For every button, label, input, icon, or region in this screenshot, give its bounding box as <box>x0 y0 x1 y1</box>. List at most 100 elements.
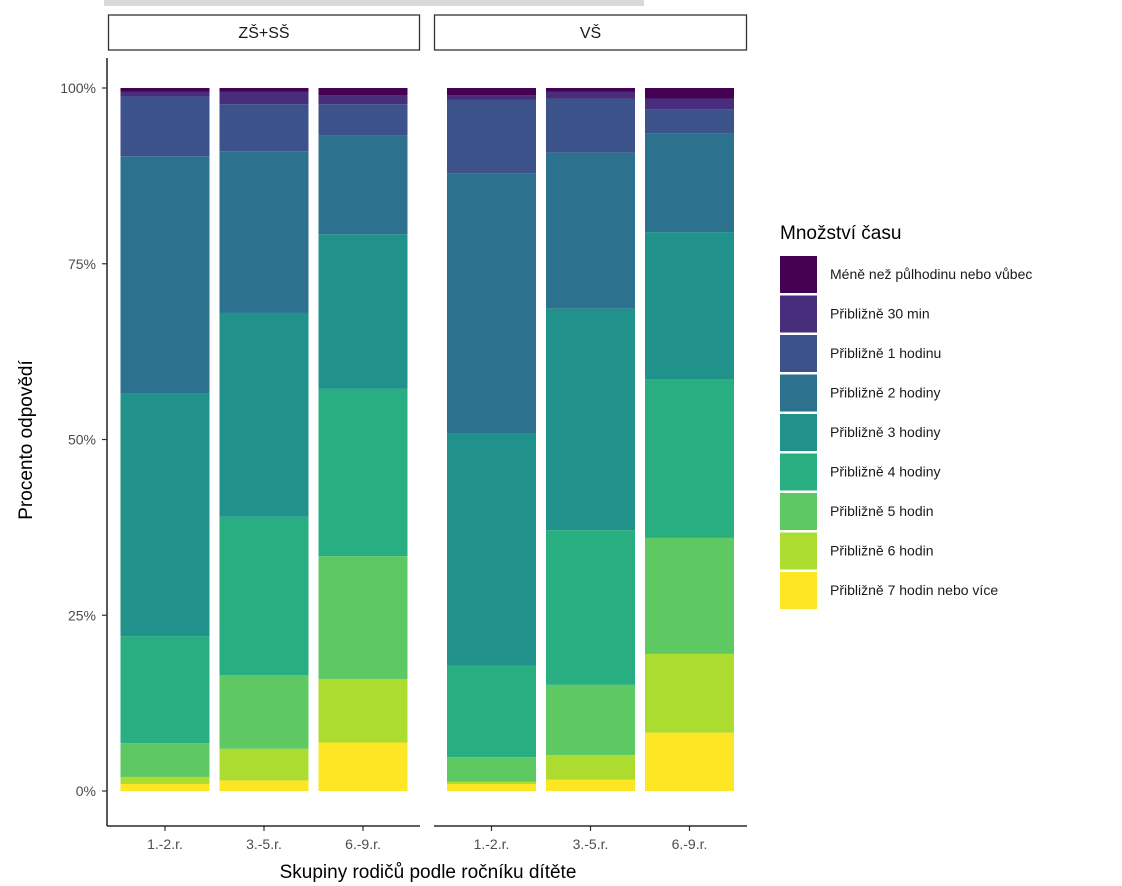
bar-segment <box>645 653 734 733</box>
bar-segment <box>318 742 408 791</box>
bar-segment <box>447 781 536 784</box>
legend-swatch <box>780 335 817 372</box>
bar-segment <box>120 393 210 637</box>
bar-segment <box>120 783 210 791</box>
y-tick-label: 100% <box>60 80 96 96</box>
bar-segment <box>645 537 734 654</box>
bar-segment <box>219 748 309 781</box>
facet-panel: VŠ <box>433 14 748 791</box>
facet-panel: ZŠ+SŠ <box>107 14 421 791</box>
bar-segment <box>318 135 408 235</box>
bar-segment <box>546 779 635 791</box>
bar-segment <box>546 88 635 92</box>
bar-segment <box>120 636 210 744</box>
bar-segment <box>318 388 408 557</box>
legend-swatch <box>780 414 817 451</box>
facet-strip-label: VŠ <box>580 23 601 42</box>
bar-segment <box>318 104 408 136</box>
bar-segment <box>318 679 408 743</box>
legend-label: Přibližně 2 hodiny <box>830 385 941 401</box>
legend-item: Přibližně 1 hodinu <box>780 335 941 372</box>
bar-segment <box>219 780 309 791</box>
y-tick-label: 75% <box>68 256 96 272</box>
bar-segment <box>219 88 309 92</box>
x-axis-title: Skupiny rodičů podle ročníku dítěte <box>280 862 577 883</box>
legend-label: Přibližně 3 hodiny <box>830 424 941 440</box>
bar-segment <box>219 91 309 105</box>
bar-segment <box>546 308 635 531</box>
legend-swatch <box>780 374 817 412</box>
legend-swatch <box>780 572 817 609</box>
bar-segment <box>120 96 210 157</box>
x-tick-label: 1.-2.r. <box>147 836 183 852</box>
bar-segment <box>219 151 309 313</box>
legend-title: Množství času <box>780 223 901 244</box>
x-tick-label: 3.-5.r. <box>246 836 282 852</box>
bar-segment <box>447 173 536 434</box>
legend-label: Přibližně 7 hodin nebo více <box>830 582 998 598</box>
legend-item: Přibližně 7 hodin nebo více <box>780 572 998 609</box>
bar-segment <box>546 152 635 309</box>
legend-swatch <box>780 532 817 570</box>
x-tick-label: 6.-9.r. <box>672 836 708 852</box>
x-tick-label: 3.-5.r. <box>573 836 609 852</box>
legend-item: Přibližně 4 hodiny <box>780 453 941 491</box>
legend-item: Přibližně 30 min <box>780 295 930 333</box>
y-axis-title: Procento odpovědí <box>16 360 37 520</box>
legend-label: Méně než půlhodinu nebo vůbec <box>830 266 1032 282</box>
bar-segment <box>546 684 635 756</box>
bar-segment <box>645 732 734 791</box>
bar-segment <box>645 88 734 99</box>
x-axis: 1.-2.r. 3.-5.r. 6.-9.r. 1.-2.r. 3.-5.r. 6.-9.… <box>107 825 747 852</box>
legend: Množství času Méně než půlhodinu nebo vů… <box>780 223 1032 609</box>
facet-strip <box>107 14 421 51</box>
legend-item: Přibližně 3 hodiny <box>780 414 941 451</box>
bar-segment <box>645 98 734 110</box>
bar-segment <box>318 556 408 680</box>
bar-segment <box>546 98 635 153</box>
bar-segment <box>318 234 408 389</box>
bar-segment <box>447 665 536 758</box>
legend-item: Méně než půlhodinu nebo vůbec <box>780 256 1032 293</box>
bar-segment <box>546 91 635 99</box>
bar-segment <box>546 530 635 685</box>
bar-segment <box>120 88 210 92</box>
legend-label: Přibližně 6 hodin <box>830 543 934 559</box>
legend-label: Přibližně 1 hodinu <box>830 345 941 361</box>
bar-segment <box>219 675 309 749</box>
bar-segment <box>120 743 210 777</box>
bar-segment <box>219 104 309 152</box>
header-remnant <box>104 0 644 6</box>
x-tick-label: 6.-9.r. <box>345 836 381 852</box>
bar-segment <box>318 88 408 96</box>
bar-segment <box>318 95 408 105</box>
bar-segment <box>120 776 210 784</box>
bar-segment <box>447 757 536 782</box>
bar-segment <box>447 433 536 666</box>
legend-swatch <box>780 453 817 491</box>
legend-item: Přibližně 5 hodin <box>780 493 934 530</box>
bar-segment <box>120 156 210 394</box>
legend-swatch <box>780 493 817 530</box>
facet-strip-label: ZŠ+SŠ <box>238 23 289 42</box>
bar-segment <box>447 99 536 174</box>
bar-segment <box>120 91 210 97</box>
bar-segment <box>546 755 635 780</box>
bar-segment <box>447 95 536 100</box>
y-tick-label: 50% <box>68 432 96 448</box>
y-axis: 0% 25% 50% 75% 100% <box>60 58 108 826</box>
bar-segment <box>219 516 309 676</box>
bar-segment <box>645 133 734 233</box>
y-tick-label: 25% <box>68 607 96 623</box>
legend-item: Přibližně 6 hodin <box>780 532 934 570</box>
legend-swatch <box>780 256 817 293</box>
legend-items: Méně než půlhodinu nebo vůbec Přibližně 3… <box>780 256 1032 609</box>
x-tick-label: 1.-2.r. <box>474 836 510 852</box>
bar-segment <box>645 109 734 134</box>
legend-label: Přibližně 30 min <box>830 306 930 322</box>
legend-label: Přibližně 4 hodiny <box>830 464 941 480</box>
bar-segment <box>447 783 536 791</box>
bar-segment <box>645 232 734 380</box>
legend-swatch <box>780 295 817 333</box>
